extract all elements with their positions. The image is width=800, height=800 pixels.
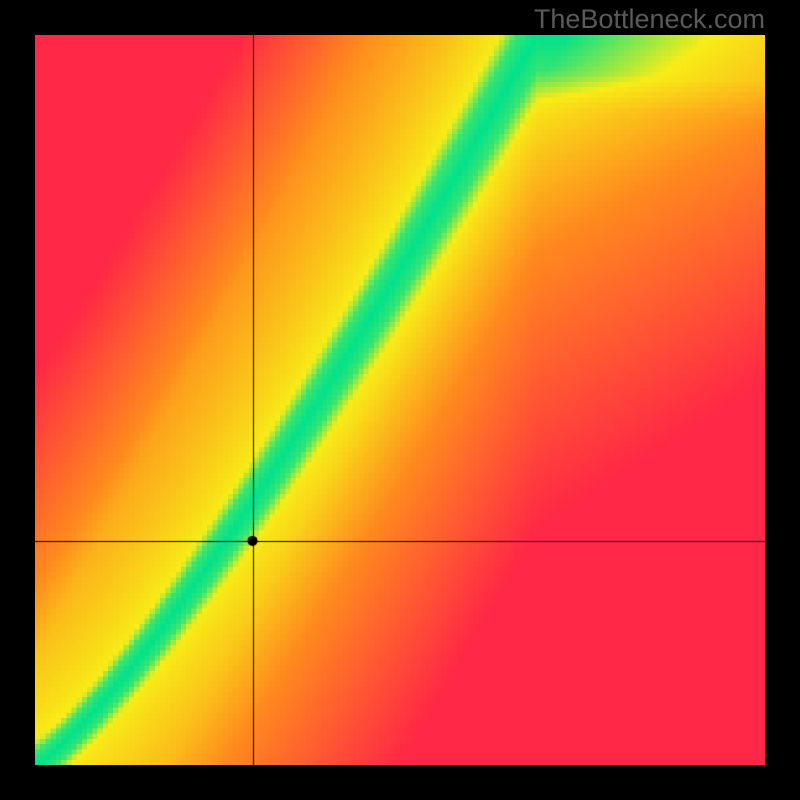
chart-container: TheBottleneck.com xyxy=(0,0,800,800)
crosshair-overlay xyxy=(35,35,765,765)
watermark-text: TheBottleneck.com xyxy=(534,4,765,35)
